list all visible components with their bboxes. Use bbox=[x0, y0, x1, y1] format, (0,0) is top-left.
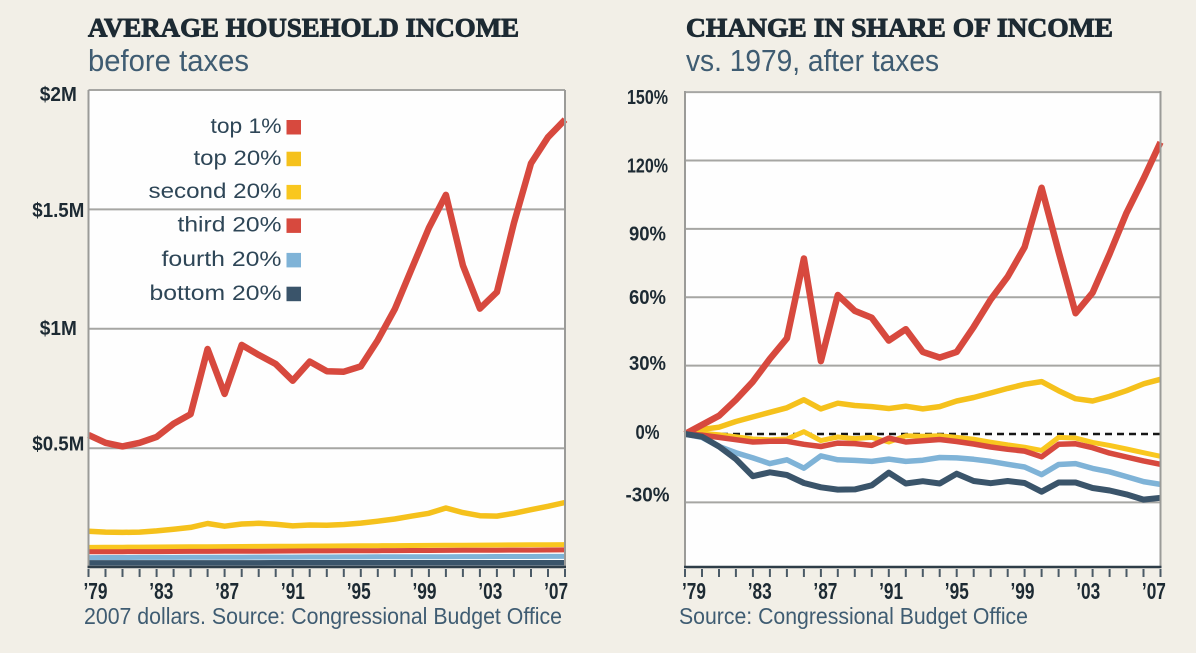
svg-text:’87: ’87 bbox=[215, 578, 239, 604]
svg-text:2007 dollars. Source: Congress: 2007 dollars. Source: Congressional Budg… bbox=[84, 603, 562, 629]
svg-text:’79: ’79 bbox=[84, 578, 108, 604]
svg-text:’95: ’95 bbox=[945, 578, 969, 604]
svg-text:’03: ’03 bbox=[1076, 578, 1100, 604]
svg-text:’99: ’99 bbox=[1011, 578, 1035, 604]
svg-text:before taxes: before taxes bbox=[88, 43, 249, 78]
svg-text:Source: Congressional Budget O: Source: Congressional Budget Office bbox=[679, 603, 1028, 629]
svg-text:third 20%: third 20% bbox=[178, 213, 282, 237]
svg-text:’07: ’07 bbox=[1142, 578, 1166, 604]
svg-text:CHANGE IN SHARE OF INCOME: CHANGE IN SHARE OF INCOME bbox=[686, 14, 1113, 43]
svg-text:-30%: -30% bbox=[626, 484, 670, 506]
svg-text:second 20%: second 20% bbox=[149, 179, 282, 203]
svg-text:top 20%: top 20% bbox=[194, 146, 282, 170]
svg-text:’03: ’03 bbox=[478, 578, 502, 604]
svg-text:fourth 20%: fourth 20% bbox=[162, 247, 282, 271]
svg-text:’83: ’83 bbox=[149, 578, 173, 604]
svg-text:0%: 0% bbox=[636, 422, 660, 444]
svg-text:’99: ’99 bbox=[413, 578, 437, 604]
svg-text:’79: ’79 bbox=[682, 578, 706, 604]
svg-text:’07: ’07 bbox=[544, 578, 568, 604]
svg-text:’91: ’91 bbox=[879, 578, 903, 604]
svg-text:’95: ’95 bbox=[347, 578, 371, 604]
svg-text:150%: 150% bbox=[627, 87, 668, 109]
svg-text:bottom 20%: bottom 20% bbox=[150, 281, 282, 305]
svg-text:60%: 60% bbox=[629, 287, 666, 309]
svg-text:’87: ’87 bbox=[813, 578, 837, 604]
svg-text:$0.5M: $0.5M bbox=[32, 434, 84, 456]
svg-text:$2M: $2M bbox=[40, 84, 77, 106]
svg-text:$1M: $1M bbox=[40, 318, 77, 340]
svg-text:90%: 90% bbox=[629, 224, 666, 246]
svg-text:top 1%: top 1% bbox=[211, 114, 282, 138]
svg-text:120%: 120% bbox=[627, 155, 668, 177]
svg-text:$1.5M: $1.5M bbox=[32, 200, 84, 222]
svg-text:vs. 1979, after taxes: vs. 1979, after taxes bbox=[686, 43, 939, 78]
svg-text:’83: ’83 bbox=[748, 578, 772, 604]
svg-text:AVERAGE HOUSEHOLD INCOME: AVERAGE HOUSEHOLD INCOME bbox=[88, 14, 519, 43]
svg-text:’91: ’91 bbox=[281, 578, 305, 604]
svg-text:30%: 30% bbox=[629, 353, 666, 375]
